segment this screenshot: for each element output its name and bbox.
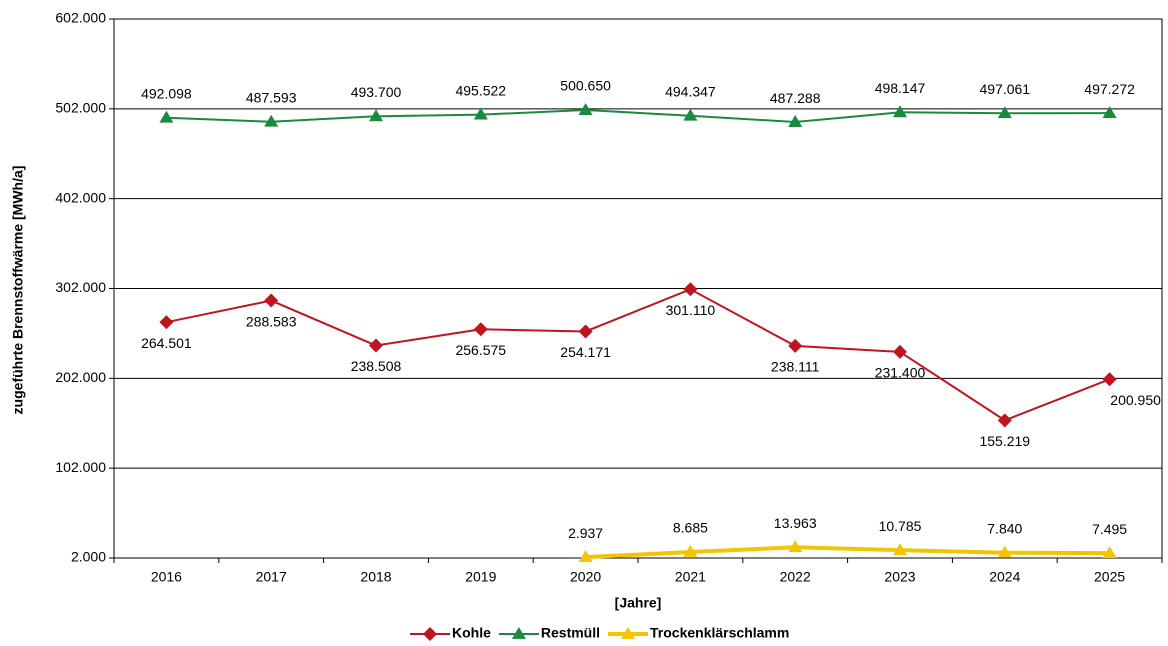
data-point <box>683 544 698 557</box>
data-label: 155.219 <box>979 433 1030 449</box>
data-point <box>578 324 593 339</box>
data-label: 256.575 <box>455 342 506 358</box>
data-label: 497.061 <box>979 81 1030 97</box>
data-label: 487.288 <box>770 90 821 106</box>
data-label: 493.700 <box>351 84 402 100</box>
data-label: 497.272 <box>1084 81 1135 97</box>
data-label: 494.347 <box>665 83 716 99</box>
data-label: 238.111 <box>771 359 820 375</box>
series-line <box>166 109 1110 124</box>
legend-label: Trockenklärschlamm <box>650 625 789 641</box>
data-point <box>369 109 383 122</box>
x-axis-label: [Jahre] <box>615 595 662 611</box>
data-point <box>159 110 174 123</box>
data-label: 492.098 <box>141 85 192 101</box>
data-point <box>893 344 907 359</box>
data-label: 7.840 <box>987 520 1022 536</box>
data-point <box>473 107 488 120</box>
data-point <box>683 282 698 297</box>
data-label: 301.110 <box>666 302 716 318</box>
x-tick-label: 2024 <box>989 569 1020 585</box>
data-point <box>788 115 803 127</box>
data-point <box>578 550 593 563</box>
data-label: 231.400 <box>875 365 926 381</box>
data-label: 7.495 <box>1092 521 1127 537</box>
data-point <box>1102 546 1117 558</box>
data-point <box>1102 372 1117 387</box>
x-tick-label: 2021 <box>675 569 706 585</box>
data-point <box>264 293 279 308</box>
data-point <box>997 106 1012 119</box>
data-label: 288.583 <box>246 313 297 329</box>
y-tick-label: 2.000 <box>71 549 106 565</box>
x-tick-label: 2023 <box>884 569 915 585</box>
data-label: 500.650 <box>560 78 611 94</box>
data-point <box>1102 106 1117 118</box>
legend-label: Restmüll <box>541 625 600 641</box>
y-axis-label: zugeführte Brennstoffwärme [MWh/a] <box>10 166 26 415</box>
data-point <box>159 315 174 330</box>
y-tick-label: 502.000 <box>55 100 106 116</box>
data-point <box>788 338 803 353</box>
series-line <box>166 288 1110 422</box>
data-point <box>369 338 383 353</box>
legend-marker <box>621 627 636 639</box>
x-tick-label: 2022 <box>780 569 811 585</box>
y-tick-label: 202.000 <box>55 369 106 385</box>
legend-marker <box>423 627 437 641</box>
legend-marker <box>511 627 526 639</box>
data-point <box>473 322 488 337</box>
y-tick-label: 602.000 <box>55 10 106 26</box>
data-point <box>997 545 1012 558</box>
data-point <box>264 114 279 127</box>
data-label: 238.508 <box>351 358 402 374</box>
x-tick-label: 2017 <box>256 569 287 585</box>
data-label: 498.147 <box>875 80 926 96</box>
series-line <box>585 545 1110 560</box>
y-tick-label: 102.000 <box>55 459 106 475</box>
data-label: 495.522 <box>455 82 506 98</box>
data-point <box>893 543 907 556</box>
data-label: 487.593 <box>246 89 297 105</box>
x-tick-label: 2020 <box>570 569 601 585</box>
data-point <box>893 105 907 118</box>
data-point <box>997 413 1012 428</box>
data-point <box>788 540 803 553</box>
y-tick-label: 402.000 <box>55 189 106 205</box>
y-tick-label: 302.000 <box>55 279 106 295</box>
x-tick-label: 2016 <box>151 569 182 585</box>
data-point <box>683 108 698 121</box>
data-label: 10.785 <box>879 518 922 534</box>
data-label: 13.963 <box>774 515 817 531</box>
x-tick-label: 2018 <box>360 569 391 585</box>
legend-label: Kohle <box>452 625 491 641</box>
x-tick-label: 2019 <box>465 569 496 585</box>
data-label: 254.171 <box>560 344 611 360</box>
data-point <box>578 103 593 115</box>
data-label: 8.685 <box>673 520 708 536</box>
data-label: 200.950 <box>1110 392 1161 408</box>
data-label: 264.501 <box>141 335 192 351</box>
x-tick-label: 2025 <box>1094 569 1125 585</box>
data-label: 2.937 <box>568 525 603 541</box>
